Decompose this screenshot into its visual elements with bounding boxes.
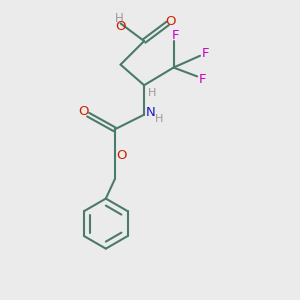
Text: N: N — [146, 106, 155, 119]
Text: H: H — [154, 114, 163, 124]
Text: O: O — [116, 149, 126, 162]
Text: O: O — [79, 105, 89, 118]
Text: F: F — [171, 29, 179, 42]
Text: F: F — [202, 47, 209, 60]
Text: O: O — [165, 15, 176, 28]
Text: H: H — [148, 88, 157, 98]
Text: O: O — [115, 20, 126, 33]
Text: H: H — [115, 13, 124, 26]
Text: F: F — [199, 74, 207, 86]
